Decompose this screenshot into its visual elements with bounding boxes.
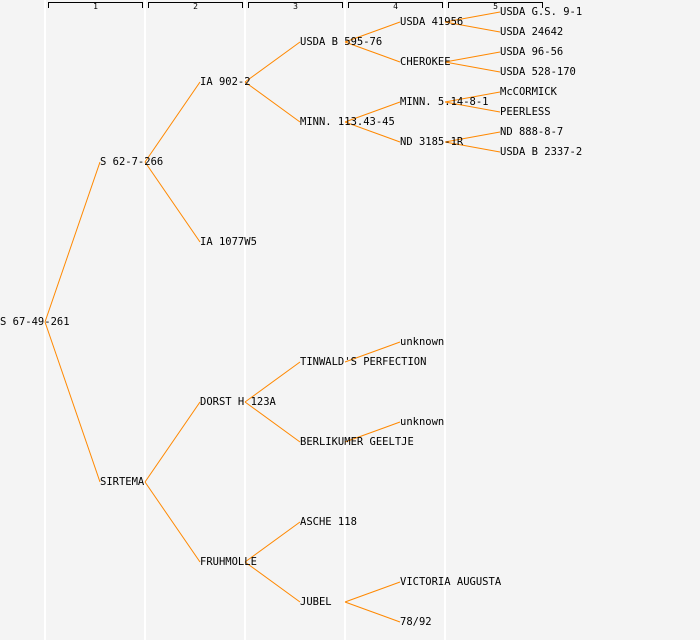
pedigree-link — [344, 601, 401, 623]
pedigree-node[interactable]: S 62-7-266 — [100, 156, 164, 168]
pedigree-link — [244, 41, 301, 83]
generation-header-5: 5 — [448, 2, 543, 11]
pedigree-link — [344, 121, 401, 143]
pedigree-node[interactable]: unknown — [400, 416, 445, 428]
pedigree-node[interactable]: CHEROKEE — [400, 56, 451, 68]
pedigree-node[interactable]: DORST H 123A — [200, 396, 276, 408]
pedigree-node[interactable]: PEERLESS — [500, 106, 551, 118]
pedigree-link — [444, 141, 501, 153]
generation-header-3: 3 — [248, 2, 343, 11]
pedigree-node[interactable]: IA 902-2 — [200, 76, 251, 88]
pedigree-link — [244, 81, 301, 123]
pedigree-link — [344, 101, 401, 123]
column-divider — [444, 0, 446, 640]
pedigree-node[interactable]: USDA B 2337-2 — [500, 146, 583, 158]
pedigree-node[interactable]: MINN. 113.43-45 — [300, 116, 395, 128]
pedigree-link — [244, 361, 301, 403]
pedigree-link — [244, 561, 301, 603]
pedigree-node[interactable]: unknown — [400, 336, 445, 348]
pedigree-link — [244, 521, 301, 563]
pedigree-link — [144, 401, 201, 483]
pedigree-node[interactable]: ND 3185-1R — [400, 136, 464, 148]
pedigree-node[interactable]: ND 888-8-7 — [500, 126, 564, 138]
pedigree-node[interactable]: USDA 24642 — [500, 26, 564, 38]
pedigree-link — [344, 581, 401, 603]
pedigree-node[interactable]: USDA 528-170 — [500, 66, 576, 78]
pedigree-link — [244, 401, 301, 443]
pedigree-link — [344, 41, 401, 63]
generation-label: 1 — [93, 2, 98, 11]
pedigree-link — [444, 51, 501, 63]
pedigree-link — [344, 421, 401, 443]
pedigree-node[interactable]: USDA B 595-76 — [300, 36, 383, 48]
pedigree-link — [444, 61, 501, 73]
pedigree-link — [44, 321, 101, 483]
pedigree-node[interactable]: JUBEL — [300, 596, 332, 608]
pedigree-link — [144, 81, 201, 163]
pedigree-link — [344, 341, 401, 363]
pedigree-link — [444, 21, 501, 33]
column-divider — [344, 0, 346, 640]
pedigree-node[interactable]: USDA 41956 — [400, 16, 464, 28]
pedigree-node[interactable]: S 67-49-261 — [0, 316, 70, 328]
generation-label: 4 — [393, 2, 398, 11]
pedigree-link — [444, 11, 501, 23]
pedigree-node[interactable]: MINN. 5.14-8-1 — [400, 96, 489, 108]
generation-header-1: 1 — [48, 2, 143, 11]
pedigree-link — [444, 101, 501, 113]
pedigree-node[interactable]: TINWALD'S PERFECTION — [300, 356, 427, 368]
pedigree-node[interactable]: SIRTEMA — [100, 476, 145, 488]
pedigree-node[interactable]: ASCHE 118 — [300, 516, 357, 528]
generation-header-2: 2 — [148, 2, 243, 11]
pedigree-link — [444, 131, 501, 143]
generation-label: 5 — [493, 2, 498, 11]
pedigree-node[interactable]: USDA 96-56 — [500, 46, 564, 58]
pedigree-link — [44, 161, 101, 323]
column-divider — [144, 0, 146, 640]
generation-label: 3 — [293, 2, 298, 11]
pedigree-node[interactable]: VICTORIA AUGUSTA — [400, 576, 502, 588]
pedigree-link — [344, 21, 401, 43]
column-divider — [44, 0, 46, 640]
pedigree-link — [144, 481, 201, 563]
pedigree-link — [444, 91, 501, 103]
generation-label: 2 — [193, 2, 198, 11]
generation-header-4: 4 — [348, 2, 443, 11]
column-divider — [244, 0, 246, 640]
pedigree-node[interactable]: IA 1077W5 — [200, 236, 257, 248]
pedigree-node[interactable]: BERLIKUMER GEELTJE — [300, 436, 414, 448]
pedigree-node[interactable]: 78/92 — [400, 616, 432, 628]
pedigree-node[interactable]: FRUHMOLLE — [200, 556, 257, 568]
pedigree-link — [144, 161, 201, 243]
pedigree-node[interactable]: McCORMICK — [500, 86, 557, 98]
pedigree-node[interactable]: USDA G.S. 9-1 — [500, 6, 583, 18]
